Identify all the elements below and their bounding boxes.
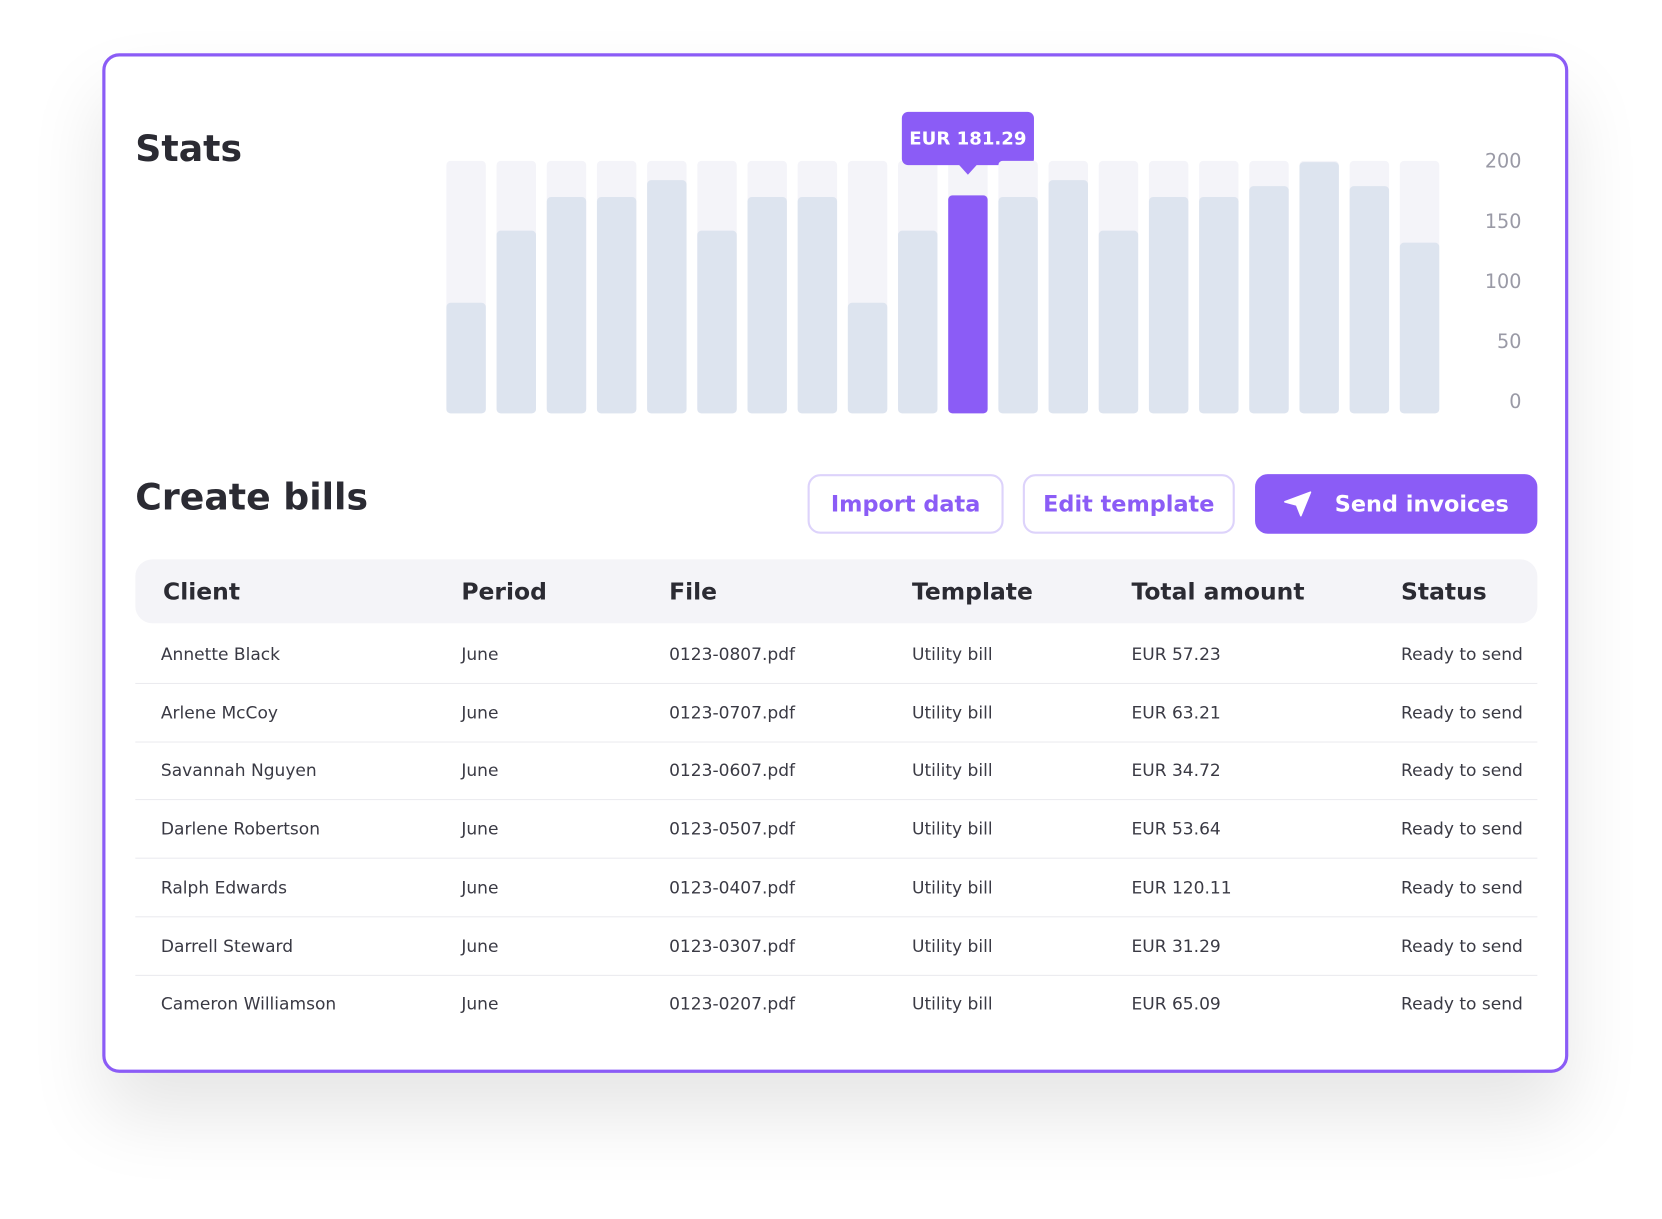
bar (1299, 162, 1339, 414)
bar (898, 230, 938, 414)
bar (847, 302, 888, 414)
bar (446, 302, 486, 414)
cell: EUR 34.72 (1131, 760, 1221, 781)
bar (1148, 196, 1189, 414)
row-separator (135, 974, 1538, 976)
cell: Ready to send (1401, 877, 1523, 898)
cell: June (461, 993, 499, 1014)
row-separator (135, 916, 1538, 918)
cell: Ralph Edwards (160, 877, 287, 898)
cell: 0123-0607.pdf (669, 760, 796, 781)
cell: Darlene Robertson (160, 818, 321, 840)
cell: EUR 53.64 (1131, 818, 1221, 840)
cell: Ready to send (1401, 760, 1523, 781)
bar (496, 230, 537, 414)
cell: Arlene McCoy (160, 702, 278, 723)
y-tick-label: 50 (1497, 330, 1521, 353)
edit-template-button[interactable]: Edit template (1022, 474, 1235, 534)
import-button[interactable]: Import data (807, 474, 1004, 534)
bar (1249, 186, 1289, 414)
tooltip (901, 111, 1034, 166)
bar (747, 196, 787, 414)
cell: EUR 31.29 (1131, 935, 1221, 956)
cell: Ready to send (1401, 993, 1523, 1014)
y-tick-label: 200 (1485, 150, 1522, 173)
cell: Utility bill (911, 644, 993, 665)
cell: 0123-0707.pdf (669, 702, 796, 723)
cell: EUR 65.09 (1131, 993, 1221, 1014)
column-header: File (669, 579, 718, 606)
table-header (135, 559, 1538, 624)
cell: Ready to send (1401, 935, 1523, 956)
column-header: Status (1401, 579, 1487, 606)
column-header: Client (163, 579, 241, 606)
bar (1399, 242, 1440, 414)
bar (998, 196, 1038, 414)
bar (1098, 230, 1139, 414)
cell: Cameron Williamson (160, 993, 337, 1014)
bar (797, 196, 838, 414)
bar (1048, 180, 1088, 414)
y-tick-label: 100 (1485, 270, 1522, 293)
cell: EUR 120.11 (1131, 877, 1232, 898)
bar (1349, 186, 1390, 414)
tooltip-label: EUR 181.29 (909, 129, 1026, 150)
cell: Utility bill (911, 760, 993, 781)
cell: Ready to send (1401, 702, 1523, 723)
bills-title: Create bills (135, 476, 369, 519)
cell: Annette Black (160, 644, 281, 665)
chart: 0 50 100 150 200 EUR 181.29 (446, 111, 1522, 414)
row-separator (135, 799, 1538, 801)
tooltip-arrow (958, 164, 978, 175)
bar (948, 195, 988, 414)
bar (697, 230, 737, 414)
row-separator (135, 857, 1538, 859)
bar (1199, 196, 1239, 414)
cell: Ready to send (1401, 818, 1523, 840)
cell: June (461, 877, 499, 898)
cell: Utility bill (911, 935, 993, 956)
cell: 0123-0807.pdf (669, 644, 796, 665)
cell: 0123-0207.pdf (669, 993, 796, 1014)
cell: June (461, 818, 499, 840)
row-separator (135, 682, 1538, 684)
cell: Utility bill (911, 877, 993, 898)
column-header: Total amount (1131, 579, 1305, 606)
cell: EUR 63.21 (1131, 702, 1221, 723)
column-header: Period (461, 579, 547, 606)
send-button[interactable]: Send invoices (1255, 474, 1538, 534)
send-icon (1283, 491, 1312, 517)
cell: June (461, 702, 499, 723)
cell: Darrell Steward (160, 935, 294, 956)
bar (647, 180, 687, 414)
y-tick-label: 150 (1485, 210, 1522, 233)
cell: 0123-0407.pdf (669, 877, 796, 898)
y-tick-label: 0 (1509, 390, 1521, 413)
cell: Utility bill (911, 818, 993, 840)
cell: Utility bill (911, 993, 993, 1014)
cell: June (461, 760, 499, 781)
send-label: Send invoices (1334, 491, 1509, 517)
column-header: Template (911, 579, 1033, 606)
row-separator (135, 741, 1538, 743)
bar (546, 196, 587, 414)
stats-title: Stats (135, 127, 243, 171)
cell: Ready to send (1401, 644, 1523, 665)
cell: Utility bill (911, 702, 993, 723)
cell: June (461, 644, 499, 665)
cell: Savannah Nguyen (160, 760, 317, 781)
cell: 0123-0307.pdf (669, 935, 796, 956)
cell: June (461, 935, 499, 956)
cell: EUR 57.23 (1131, 644, 1221, 665)
cell: 0123-0507.pdf (669, 818, 796, 840)
bar (596, 196, 637, 414)
